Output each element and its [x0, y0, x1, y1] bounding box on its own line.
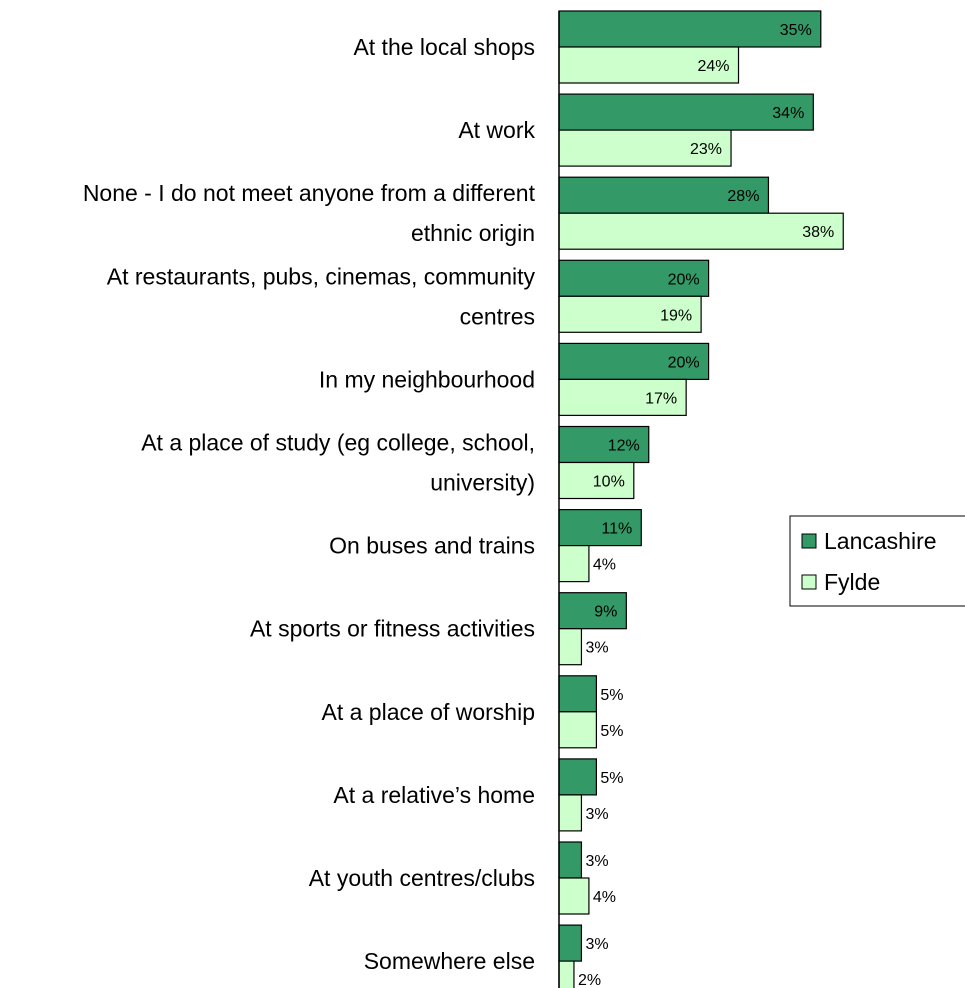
- category-label-line: At a place of worship: [321, 699, 535, 725]
- category-label-line: At a place of study (eg college, school,: [141, 430, 535, 456]
- legend: Lancashire Fylde: [789, 515, 965, 607]
- category-label-line: university): [430, 470, 535, 496]
- bar-lancashire: [558, 841, 583, 879]
- category-label: At the local shops: [353, 34, 535, 60]
- data-label-fylde: 3%: [585, 640, 608, 657]
- category-label-line: In my neighbourhood: [319, 366, 535, 392]
- category-label: On buses and trains: [329, 533, 535, 559]
- category-label: At a relative’s home: [333, 782, 535, 808]
- data-label-lancashire: 5%: [600, 770, 623, 787]
- bar-fylde: [558, 212, 844, 250]
- bar-lancashire: [558, 425, 650, 464]
- bar-fylde: [558, 295, 702, 333]
- data-label-fylde: 5%: [600, 723, 623, 740]
- legend-swatch-fylde: [801, 574, 817, 590]
- category-label-line: At the local shops: [353, 34, 535, 60]
- bar-fylde: [558, 628, 583, 666]
- data-label-lancashire: 3%: [585, 853, 608, 870]
- data-label-lancashire: 28%: [727, 188, 759, 205]
- bar-fylde: [558, 129, 732, 167]
- data-label-fylde: 19%: [660, 307, 692, 324]
- bar-lancashire: [558, 758, 598, 796]
- category-label: At a place of worship: [321, 699, 535, 725]
- category-label: At restaurants, pubs, cinemas, community…: [107, 263, 536, 329]
- bar-lancashire: [558, 509, 642, 547]
- data-label-lancashire: 5%: [600, 687, 623, 704]
- category-label: At a place of study (eg college, school,…: [141, 430, 535, 496]
- legend-label-fylde: Fylde: [824, 569, 880, 595]
- bar-fylde: [558, 877, 590, 915]
- category-label-line: At youth centres/clubs: [309, 865, 535, 891]
- category-label: At work: [458, 117, 535, 143]
- data-label-lancashire: 20%: [668, 354, 700, 371]
- bar-fylde: [558, 794, 583, 832]
- data-label-lancashire: 9%: [594, 604, 617, 621]
- category-label: At youth centres/clubs: [309, 865, 535, 891]
- category-label-line: At restaurants, pubs, cinemas, community: [107, 263, 536, 289]
- category-label-line: Somewhere else: [364, 948, 535, 974]
- data-label-fylde: 23%: [690, 141, 722, 158]
- data-label-fylde: 4%: [593, 557, 616, 574]
- data-label-lancashire: 34%: [772, 105, 804, 122]
- category-label-line: ethnic origin: [411, 220, 535, 246]
- category-label-line: At sports or fitness activities: [250, 616, 535, 642]
- category-label-line: At a relative’s home: [333, 782, 535, 808]
- bar-lancashire: [558, 93, 814, 131]
- bars-layer: At the local shops 35% 24% At work 34% 23% Non…: [83, 10, 844, 988]
- bar-lancashire: [558, 10, 822, 48]
- legend-swatch-lancashire: [801, 533, 817, 549]
- data-label-fylde: 4%: [593, 889, 616, 906]
- category-label-line: centres: [460, 303, 535, 329]
- category-label: In my neighbourhood: [319, 366, 535, 392]
- data-label-fylde: 3%: [585, 806, 608, 823]
- data-label-fylde: 24%: [697, 58, 729, 75]
- data-label-lancashire: 35%: [780, 22, 812, 39]
- data-label-fylde: 2%: [578, 972, 601, 988]
- data-label-lancashire: 3%: [585, 936, 608, 953]
- bar-lancashire: [558, 675, 598, 713]
- bar-fylde: [558, 46, 740, 84]
- data-label-lancashire: 11%: [601, 521, 632, 538]
- bar-fylde: [558, 960, 575, 988]
- bar-lancashire: [558, 592, 627, 630]
- data-label-fylde: 38%: [802, 224, 834, 241]
- bar-fylde: [558, 544, 590, 583]
- bar-lancashire: [558, 924, 583, 962]
- data-label-lancashire: 20%: [668, 271, 700, 288]
- category-label: At sports or fitness activities: [250, 616, 535, 642]
- bar-fylde: [558, 461, 635, 500]
- legend-box: [789, 515, 965, 607]
- data-label-lancashire: 12%: [608, 438, 640, 455]
- category-label-line: On buses and trains: [329, 533, 535, 559]
- category-label: Somewhere else: [364, 948, 535, 974]
- category-label: None - I do not meet anyone from a diffe…: [83, 180, 536, 246]
- category-label-line: None - I do not meet anyone from a diffe…: [83, 180, 536, 206]
- bar-fylde: [558, 711, 598, 749]
- legend-label-lancashire: Lancashire: [824, 528, 937, 554]
- category-label-line: At work: [458, 117, 535, 143]
- data-label-fylde: 10%: [593, 474, 625, 491]
- data-label-fylde: 17%: [645, 390, 677, 407]
